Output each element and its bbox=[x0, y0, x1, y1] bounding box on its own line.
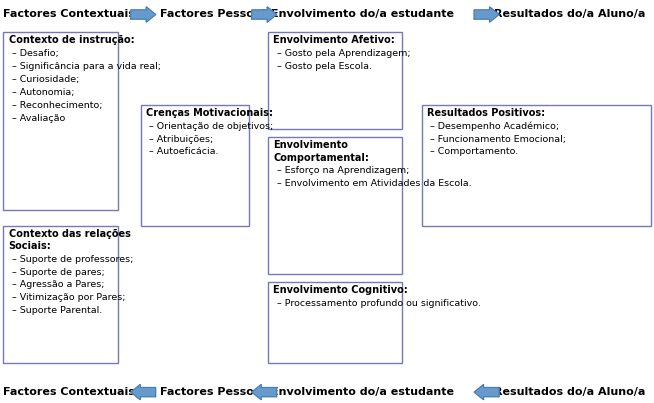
Text: – Suporte Parental.: – Suporte Parental. bbox=[12, 306, 102, 315]
Text: Resultados do/a Aluno/a: Resultados do/a Aluno/a bbox=[494, 9, 645, 19]
Text: Envolvimento Cognitivo:: Envolvimento Cognitivo: bbox=[273, 285, 408, 295]
Text: – Curiosidade;: – Curiosidade; bbox=[12, 75, 79, 84]
Text: – Reconhecimento;: – Reconhecimento; bbox=[12, 101, 102, 110]
Text: – Comportamento.: – Comportamento. bbox=[430, 147, 519, 156]
Text: Resultados Positivos:: Resultados Positivos: bbox=[427, 108, 545, 118]
FancyBboxPatch shape bbox=[3, 32, 118, 210]
Text: Envolvimento Afetivo:: Envolvimento Afetivo: bbox=[273, 35, 395, 46]
Text: – Agressão a Pares;: – Agressão a Pares; bbox=[12, 280, 104, 289]
Polygon shape bbox=[474, 384, 499, 400]
Text: – Processamento profundo ou significativo.: – Processamento profundo ou significativ… bbox=[277, 299, 481, 308]
Text: Crenças Motivacionais:: Crenças Motivacionais: bbox=[146, 108, 273, 118]
Text: Envolvimento do/a estudante: Envolvimento do/a estudante bbox=[271, 9, 455, 19]
Text: Contexto das relações
Sociais:: Contexto das relações Sociais: bbox=[9, 229, 130, 251]
Text: – Avaliação: – Avaliação bbox=[12, 114, 65, 123]
Text: Envolvimento do/a estudante: Envolvimento do/a estudante bbox=[271, 387, 455, 397]
Text: – Significância para a vida real;: – Significância para a vida real; bbox=[12, 62, 161, 71]
FancyBboxPatch shape bbox=[422, 105, 651, 226]
Polygon shape bbox=[252, 7, 277, 22]
Polygon shape bbox=[252, 384, 277, 400]
Text: – Autonomia;: – Autonomia; bbox=[12, 88, 75, 97]
Polygon shape bbox=[131, 384, 156, 400]
FancyBboxPatch shape bbox=[268, 137, 402, 274]
FancyBboxPatch shape bbox=[268, 282, 402, 363]
Text: – Vitimização por Pares;: – Vitimização por Pares; bbox=[12, 293, 126, 302]
Text: – Autoeficácia.: – Autoeficácia. bbox=[149, 147, 218, 156]
Text: – Suporte de professores;: – Suporte de professores; bbox=[12, 255, 133, 264]
Text: – Suporte de pares;: – Suporte de pares; bbox=[12, 268, 105, 276]
Text: – Orientação de objetivos;: – Orientação de objetivos; bbox=[149, 122, 273, 131]
Text: Factores Contextuais: Factores Contextuais bbox=[3, 387, 135, 397]
Text: – Gosto pela Escola.: – Gosto pela Escola. bbox=[277, 62, 371, 71]
Text: – Esforço na Aprendizagem;: – Esforço na Aprendizagem; bbox=[277, 166, 409, 175]
Text: – Atribuições;: – Atribuições; bbox=[149, 135, 213, 143]
Text: Envolvimento
Comportamental:: Envolvimento Comportamental: bbox=[273, 140, 370, 163]
Text: – Desafio;: – Desafio; bbox=[12, 49, 58, 58]
Polygon shape bbox=[474, 7, 499, 22]
Text: – Gosto pela Aprendizagem;: – Gosto pela Aprendizagem; bbox=[277, 49, 410, 58]
FancyBboxPatch shape bbox=[3, 226, 118, 363]
Text: – Funcionamento Emocional;: – Funcionamento Emocional; bbox=[430, 135, 566, 143]
Text: Resultados do/a Aluno/a: Resultados do/a Aluno/a bbox=[494, 387, 645, 397]
Text: – Envolvimento em Atividades da Escola.: – Envolvimento em Atividades da Escola. bbox=[277, 179, 472, 188]
Text: – Desempenho Académico;: – Desempenho Académico; bbox=[430, 122, 559, 131]
Text: Factores Pessoais: Factores Pessoais bbox=[160, 387, 272, 397]
Polygon shape bbox=[131, 7, 156, 22]
FancyBboxPatch shape bbox=[268, 32, 402, 129]
FancyBboxPatch shape bbox=[141, 105, 249, 226]
Text: Contexto de instrução:: Contexto de instrução: bbox=[9, 35, 134, 46]
Text: Factores Contextuais: Factores Contextuais bbox=[3, 9, 135, 19]
Text: Factores Pessoais: Factores Pessoais bbox=[160, 9, 272, 19]
